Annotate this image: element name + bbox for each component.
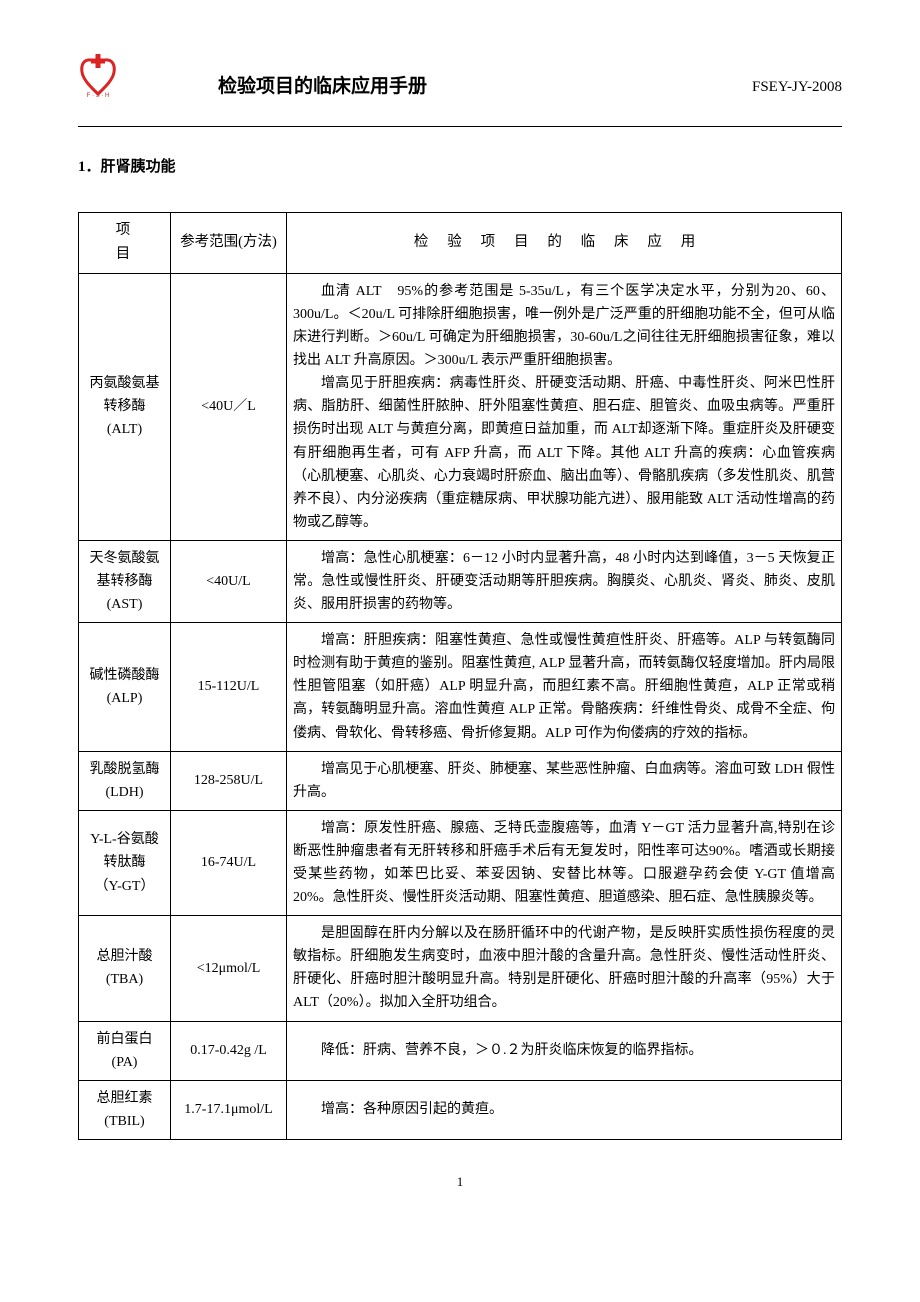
application-paragraph: 增高：各种原因引起的黄疸。: [293, 1098, 835, 1121]
application-paragraph: 增高：肝胆疾病：阻塞性黄疸、急性或慢性黄疸性肝炎、肝癌等。ALP 与转氨酶同时检…: [293, 629, 835, 744]
col-header-ref: 参考范围(方法): [171, 213, 287, 274]
table-row: 碱性磷酸酶(ALP)15-112U/L增高：肝胆疾病：阻塞性黄疸、急性或慢性黄疸…: [79, 623, 842, 751]
col-header-item: 项目: [79, 213, 171, 274]
svg-text:F · S · H: F · S · H: [87, 93, 110, 98]
cell-clinical-application: 降低：肝病、营养不良，＞０.２为肝炎临床恢复的临界指标。: [287, 1021, 842, 1080]
application-paragraph: 是胆固醇在肝内分解以及在肠肝循环中的代谢产物，是反映肝实质性损伤程度的灵敏指标。…: [293, 922, 835, 1014]
table-row: 总胆红素(TBIL)1.7-17.1μmol/L 增高：各种原因引起的黄疸。: [79, 1080, 842, 1139]
cell-clinical-application: 增高：肝胆疾病：阻塞性黄疸、急性或慢性黄疸性肝炎、肝癌等。ALP 与转氨酶同时检…: [287, 623, 842, 751]
cell-reference-range: <40U／L: [171, 273, 287, 540]
cell-clinical-application: 是胆固醇在肝内分解以及在肠肝循环中的代谢产物，是反映肝实质性损伤程度的灵敏指标。…: [287, 916, 842, 1021]
application-paragraph: 增高见于肝胆疾病：病毒性肝炎、肝硬变活动期、肝癌、中毒性肝炎、阿米巴性肝病、脂肪…: [293, 372, 835, 534]
page-number: 1: [78, 1174, 842, 1190]
table-row: Υ-L-谷氨酸转肽酶（Υ-GT）16-74U/L增高：原发性肝癌、腺癌、乏特氏壶…: [79, 810, 842, 915]
application-paragraph: 增高：急性心肌梗塞：6－12 小时内显著升高，48 小时内达到峰值，3－5 天恢…: [293, 547, 835, 616]
cell-reference-range: 15-112U/L: [171, 623, 287, 751]
application-paragraph: 降低：肝病、营养不良，＞０.２为肝炎临床恢复的临界指标。: [293, 1039, 835, 1062]
cell-reference-range: 0.17-0.42g /L: [171, 1021, 287, 1080]
header-doc-code: FSEY-JY-2008: [752, 79, 842, 98]
hospital-logo: F · S · H: [78, 50, 118, 98]
lab-items-table: 项目 参考范围(方法) 检验项目的临床应用 丙氨酸氨基转移酶(ALT)<40U／…: [78, 212, 842, 1140]
table-row: 总胆汁酸(TBA)<12μmol/L是胆固醇在肝内分解以及在肠肝循环中的代谢产物…: [79, 916, 842, 1021]
cell-clinical-application: 增高见于心肌梗塞、肝炎、肺梗塞、某些恶性肿瘤、白血病等。溶血可致 LDH 假性升…: [287, 751, 842, 810]
section-title: 1．肝肾胰功能: [78, 155, 842, 176]
table-row: 乳酸脱氢酶(LDH)128-258U/L增高见于心肌梗塞、肝炎、肺梗塞、某些恶性…: [79, 751, 842, 810]
cell-clinical-application: 增高：原发性肝癌、腺癌、乏特氏壶腹癌等，血清 Υ－GT 活力显著升高,特别在诊断…: [287, 810, 842, 915]
table-row: 丙氨酸氨基转移酶(ALT)<40U／L血清 ALT 95%的参考范围是 5-35…: [79, 273, 842, 540]
cell-clinical-application: 增高：急性心肌梗塞：6－12 小时内显著升高，48 小时内达到峰值，3－5 天恢…: [287, 540, 842, 622]
header-underline: [78, 126, 842, 127]
col-header-app: 检验项目的临床应用: [287, 213, 842, 274]
table-header-row: 项目 参考范围(方法) 检验项目的临床应用: [79, 213, 842, 274]
page-header: F · S · H 检验项目的临床应用手册 FSEY-JY-2008: [78, 50, 842, 98]
cell-clinical-application: 增高：各种原因引起的黄疸。: [287, 1080, 842, 1139]
application-paragraph: 增高：原发性肝癌、腺癌、乏特氏壶腹癌等，血清 Υ－GT 活力显著升高,特别在诊断…: [293, 817, 835, 909]
cell-item: 丙氨酸氨基转移酶(ALT): [79, 273, 171, 540]
cell-clinical-application: 血清 ALT 95%的参考范围是 5-35u/L，有三个医学决定水平，分别为20…: [287, 273, 842, 540]
cell-item: 总胆汁酸(TBA): [79, 916, 171, 1021]
cell-reference-range: 16-74U/L: [171, 810, 287, 915]
cell-reference-range: 128-258U/L: [171, 751, 287, 810]
table-row: 前白蛋白(PA)0.17-0.42g /L 降低：肝病、营养不良，＞０.２为肝炎临…: [79, 1021, 842, 1080]
cell-item: Υ-L-谷氨酸转肽酶（Υ-GT）: [79, 810, 171, 915]
cell-item: 总胆红素(TBIL): [79, 1080, 171, 1139]
header-title: 检验项目的临床应用手册: [218, 71, 427, 98]
table-body: 丙氨酸氨基转移酶(ALT)<40U／L血清 ALT 95%的参考范围是 5-35…: [79, 273, 842, 1139]
cell-reference-range: 1.7-17.1μmol/L: [171, 1080, 287, 1139]
application-paragraph: 增高见于心肌梗塞、肝炎、肺梗塞、某些恶性肿瘤、白血病等。溶血可致 LDH 假性升…: [293, 758, 835, 804]
cell-item: 碱性磷酸酶(ALP): [79, 623, 171, 751]
cell-reference-range: <12μmol/L: [171, 916, 287, 1021]
cell-item: 乳酸脱氢酶(LDH): [79, 751, 171, 810]
cell-item: 天冬氨酸氨基转移酶(AST): [79, 540, 171, 622]
table-row: 天冬氨酸氨基转移酶(AST)<40U/L增高：急性心肌梗塞：6－12 小时内显著…: [79, 540, 842, 622]
application-paragraph: 血清 ALT 95%的参考范围是 5-35u/L，有三个医学决定水平，分别为20…: [293, 280, 835, 372]
cell-item: 前白蛋白(PA): [79, 1021, 171, 1080]
cell-reference-range: <40U/L: [171, 540, 287, 622]
